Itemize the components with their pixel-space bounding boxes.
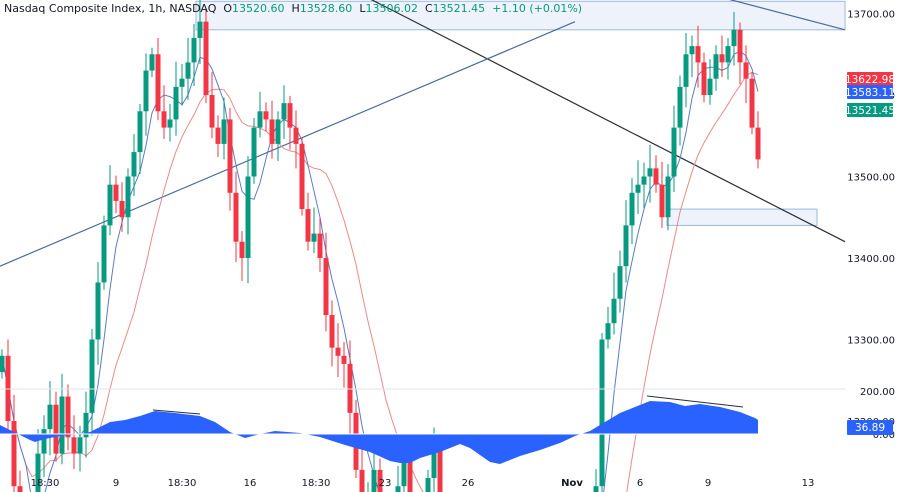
low-label: L [359,2,366,15]
time-tick: 9 [705,478,711,489]
high-value: 13528.60 [299,2,353,15]
time-tick: 13 [802,478,815,489]
time-tick: 23 [379,478,392,489]
symbol-title[interactable]: Nasdaq Composite Index, 1h, NASDAQ [4,2,217,15]
chart-legend: Nasdaq Composite Index, 1h, NASDAQ O1352… [4,2,582,15]
price-zone[interactable] [666,208,818,226]
price-zone[interactable] [195,0,846,31]
time-tick: 9 [113,478,119,489]
trendline[interactable] [0,21,576,267]
time-tick: 18:30 [302,478,331,489]
time-tick: 18:30 [31,478,60,489]
oscillator-value-tag [847,420,893,435]
time-tick: 6 [637,478,643,489]
low-value: 13506.02 [365,2,418,15]
price-tag [847,103,893,117]
osc-tick-200: 200.00 [860,387,895,398]
oscillator-axis[interactable]: 200.00 0.00 36.89 [847,387,895,441]
close-value: 13521.45 [432,2,486,15]
time-tick: 26 [462,478,475,489]
time-tick: 16 [244,478,257,489]
price-tag-text: 13521.45 [845,105,895,117]
price-tag [847,85,893,99]
slow-moving-average [1,71,759,492]
zones [195,0,846,226]
osc-tick-0: 0.00 [873,430,895,441]
price-tag-text: 13622.98 [845,74,895,86]
time-tick: Nov [561,478,583,489]
trendline[interactable] [225,0,846,31]
time-axis[interactable]: 18:30 9 18:30 16 18:30 23 26 Nov 6 9 13 [31,478,815,489]
high-label: H [291,2,300,15]
divergence-line-1 [152,409,201,415]
time-tick: 18:30 [168,478,197,489]
change-value: +1.10 (+0.01%) [492,2,583,15]
close-label: C [424,2,433,15]
price-tag [847,72,893,86]
price-tick: 13300.00 [847,336,895,347]
open-label: O [223,2,233,15]
price-tick: 13500.00 [847,173,895,184]
trendlines[interactable] [0,0,846,267]
trendline[interactable] [0,0,846,243]
price-tag-text: 13583.11 [845,87,895,99]
price-tick: 13400.00 [847,254,895,265]
candlesticks [0,0,761,492]
oscillator-area [0,401,758,464]
oscillator-value-text: 36.89 [855,422,885,434]
divergence-line-2 [646,395,744,408]
open-value: 13520.60 [232,2,285,15]
price-tick: 13700.00 [847,10,895,21]
